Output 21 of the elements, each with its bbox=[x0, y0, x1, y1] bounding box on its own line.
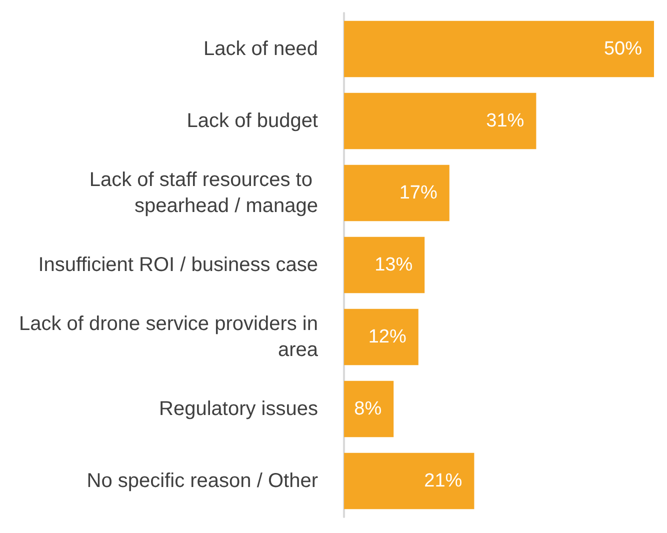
bar bbox=[344, 164, 450, 222]
bar bbox=[344, 92, 536, 150]
y-tick-label: Lack of drone service providers in area bbox=[18, 313, 319, 361]
y-tick-label: Lack of staff resources to spearhead / manage bbox=[89, 169, 318, 217]
data-label: 31% bbox=[486, 110, 524, 132]
data-label: 21% bbox=[424, 470, 462, 492]
bar bbox=[344, 20, 654, 78]
y-tick-label: Lack of need bbox=[203, 38, 318, 60]
y-tick-label: Lack of budget bbox=[186, 110, 318, 132]
data-label: 17% bbox=[399, 182, 438, 204]
bar bbox=[344, 236, 425, 294]
data-label: 8% bbox=[354, 398, 382, 420]
bar bbox=[344, 452, 474, 510]
data-label: 50% bbox=[604, 38, 642, 60]
bar bbox=[344, 380, 394, 438]
y-tick-label: No specific reason / Other bbox=[86, 470, 318, 492]
y-tick-label: Insufficient ROI / business case bbox=[38, 254, 318, 276]
bar bbox=[344, 308, 418, 366]
data-label: 12% bbox=[368, 326, 407, 348]
data-label: 13% bbox=[374, 254, 413, 276]
y-tick-label: Regulatory issues bbox=[159, 398, 318, 420]
